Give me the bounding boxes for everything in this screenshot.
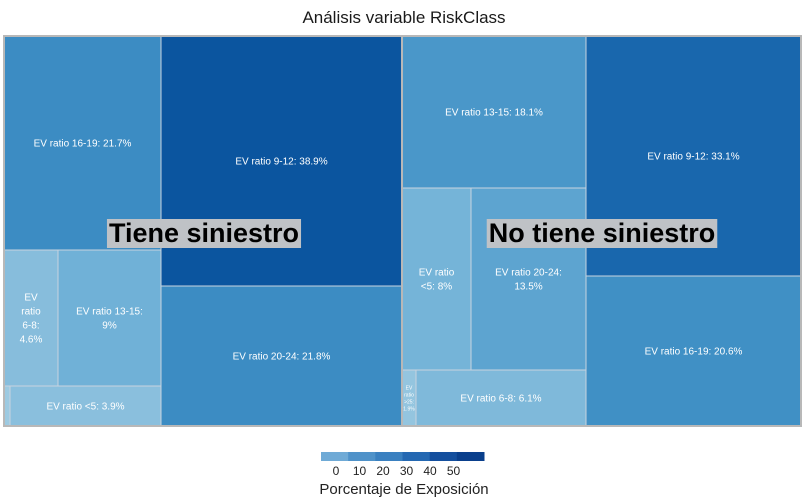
group-label: No tiene siniestro: [486, 218, 718, 248]
chart-title: Análisis variable RiskClass: [302, 8, 506, 27]
treemap-tile: [160, 285, 403, 427]
svg-text:No tiene siniestro: No tiene siniestro: [489, 218, 716, 248]
group-border: [401, 35, 802, 427]
legend-tick-label: 30: [400, 464, 414, 478]
legend-swatch: [375, 452, 403, 461]
legend-tick-label: 50: [447, 464, 461, 478]
tile-label: EV ratio <5: 8%: [419, 268, 455, 293]
tile-label: EV ratio 6-8: 6.1%: [460, 394, 541, 405]
treemap-group: EV ratio 9-12: 38.9% EV ratio 16-19: 21.7…: [3, 35, 403, 427]
treemap-tile: [401, 35, 587, 189]
tile-label: EV ratio 16-19: 20.6%: [645, 347, 743, 358]
tile-label: EV ratio <5: 3.9%: [46, 402, 124, 413]
treemap-tile: [3, 249, 59, 387]
tile-label: EV ratio 13-15: 18.1%: [445, 108, 543, 119]
tile-label: EV ratio >25: 1.9%: [403, 385, 415, 412]
legend-tick-label: 10: [353, 464, 367, 478]
treemap-tile: [470, 187, 587, 371]
tile-label: EV ratio 13-15: 9%: [76, 307, 143, 332]
legend-swatch: [348, 452, 376, 461]
treemap-tile: [415, 369, 587, 427]
legend-swatch: [321, 452, 349, 461]
treemap-tile: [3, 35, 162, 251]
tile-label: EV ratio 20-24: 13.5%: [495, 268, 562, 293]
tile-label: EV ratio 16-19: 21.7%: [34, 139, 132, 150]
tile-label: EV ratio 9-12: 38.9%: [235, 157, 327, 168]
treemap-tile: [585, 275, 802, 427]
group-label: Tiene siniestro: [106, 218, 302, 248]
tile-label: EV ratio 20-24: 21.8%: [233, 352, 331, 363]
tile-label: EV ratio 9-12: 33.1%: [647, 152, 739, 163]
legend-tick-label: 40: [423, 464, 437, 478]
svg-text:Tiene siniestro: Tiene siniestro: [109, 218, 299, 248]
tile-label: EV ratio 6-8: 4.6%: [20, 293, 43, 346]
legend-swatch: [402, 452, 431, 461]
legend-tick-label: 0: [333, 464, 340, 478]
legend-swatch: [429, 452, 458, 461]
legend-swatch: [456, 452, 485, 461]
legend-title: Porcentaje de Exposición: [319, 481, 489, 498]
treemap-tile: [57, 249, 162, 387]
legend-tick-label: 20: [376, 464, 390, 478]
